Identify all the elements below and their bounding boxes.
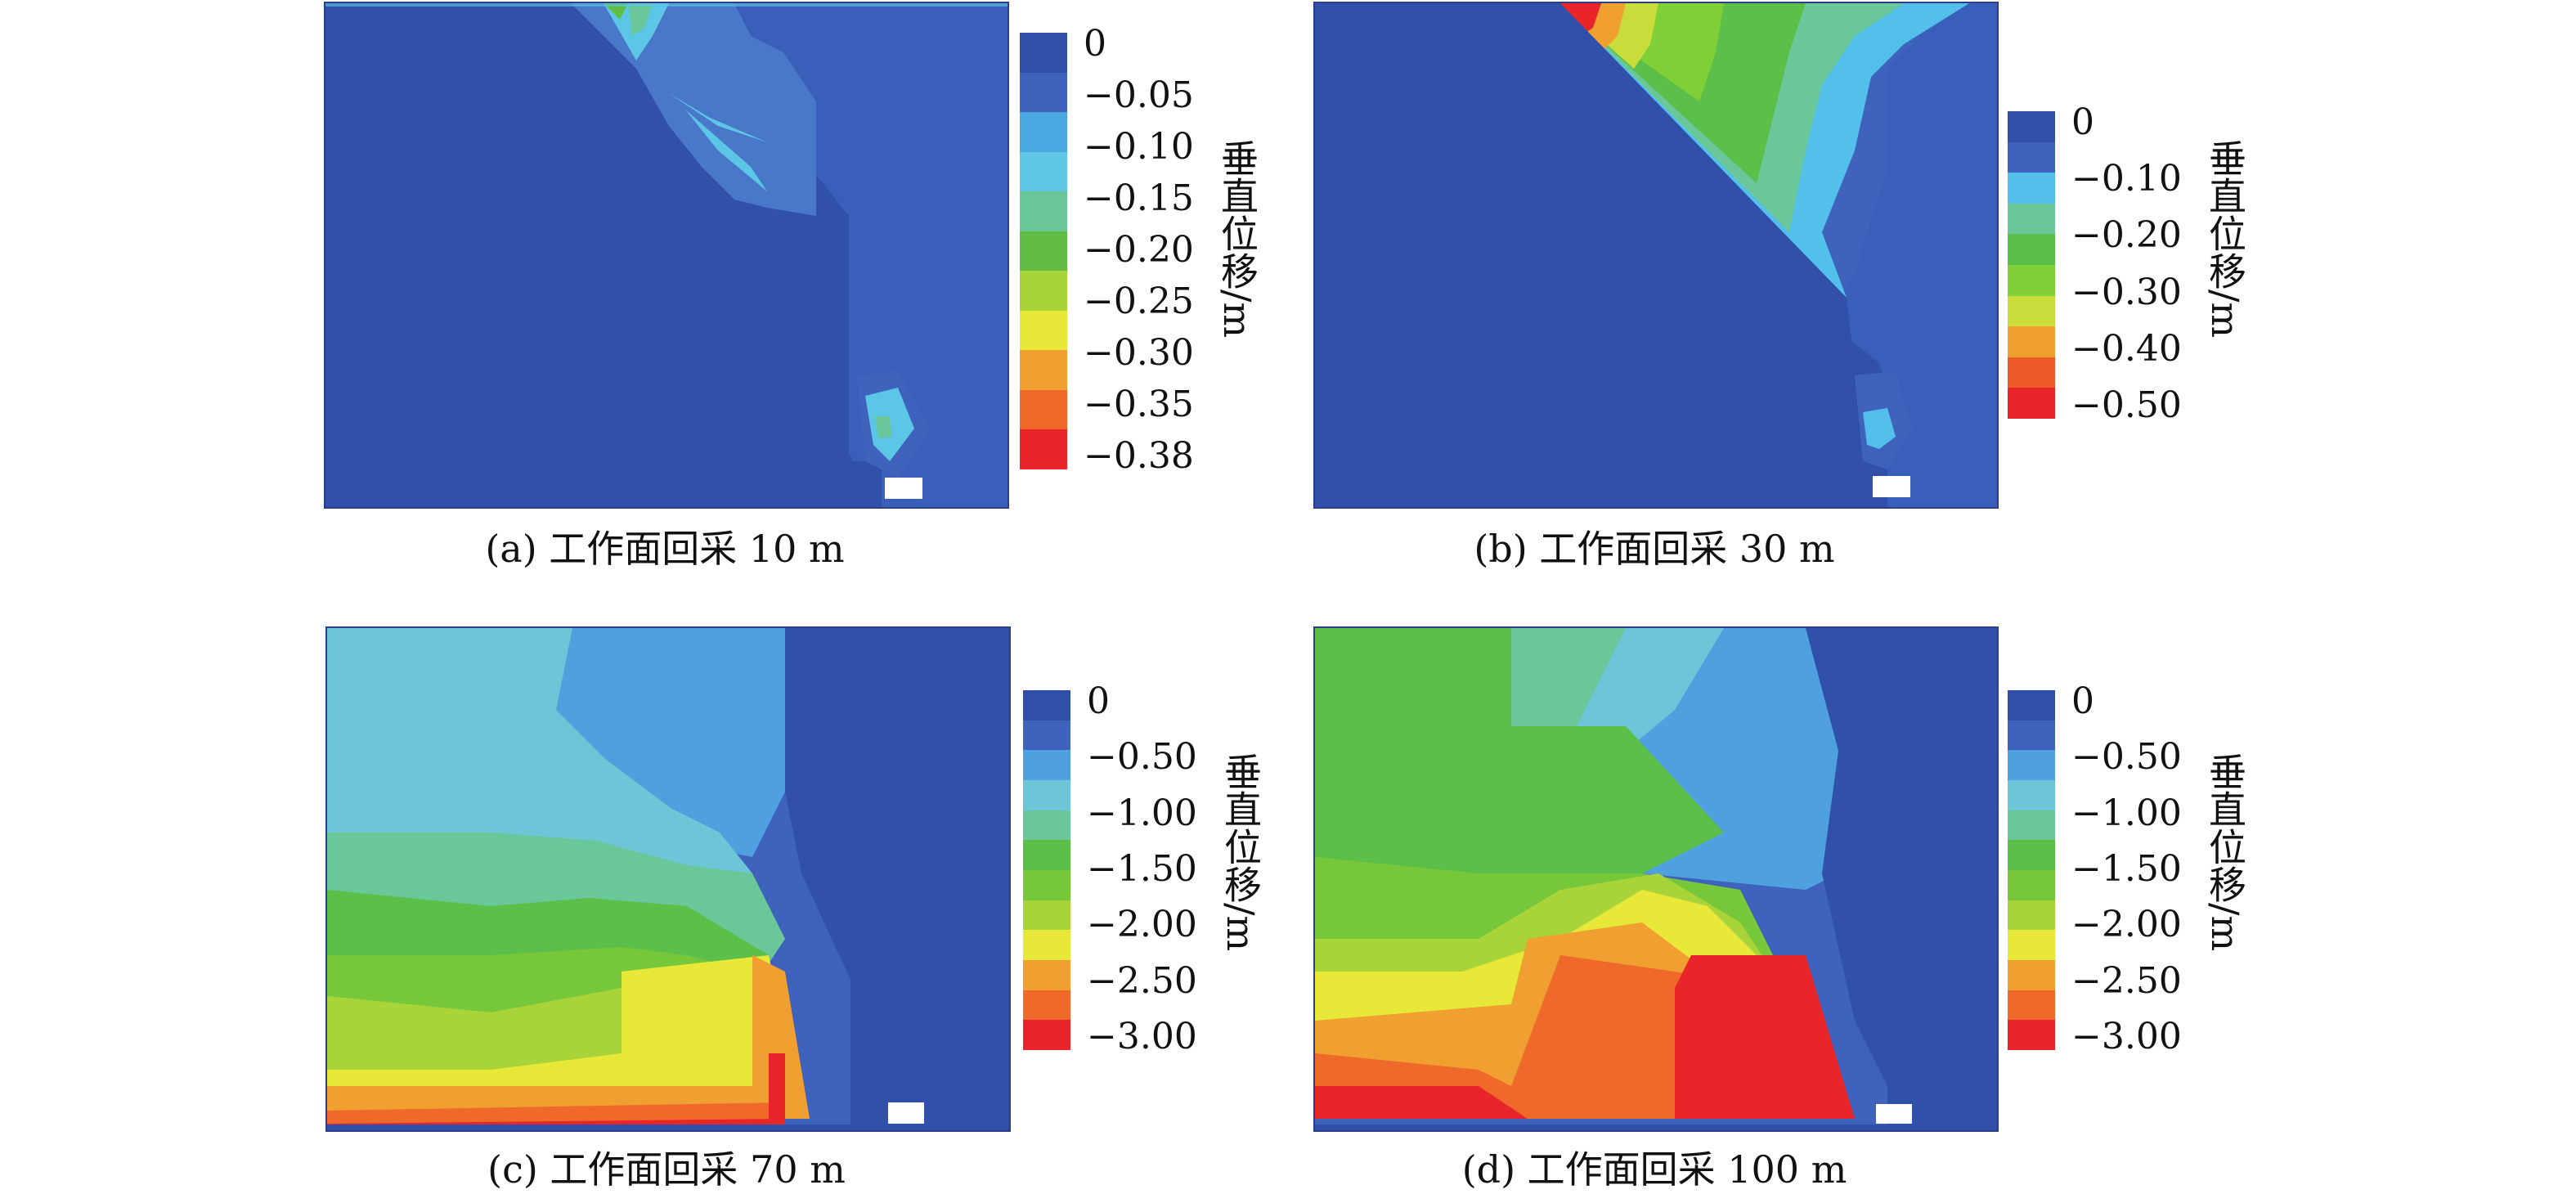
colorbar-swatch <box>1023 840 1070 871</box>
caption-a: (a) 工作面回采 10 m <box>485 527 845 571</box>
colorbar-swatch <box>2008 870 2055 901</box>
colorbar-swatch <box>2008 357 2055 388</box>
colorbar-swatch <box>1020 350 1067 391</box>
colorbar-tick-label: −2.00 <box>2071 904 2182 946</box>
contour-graphic-a <box>325 3 1008 507</box>
colorbar-swatch <box>2008 930 2055 961</box>
contour-graphic-c <box>327 628 1009 1130</box>
contour-plot-b <box>1313 2 1999 509</box>
colorbar-tick-label: 0 <box>2071 680 2094 722</box>
colorbar-tick-label: −1.50 <box>2071 848 2182 890</box>
colorbar-swatch <box>2008 295 2055 327</box>
colorbar-swatch <box>1023 990 1070 1021</box>
colorbar-tick-label: 0 <box>2071 101 2094 143</box>
colorbar-tick-label: −0.05 <box>1084 74 1194 116</box>
colorbar-label-c: 垂直位移/m <box>1218 752 1263 952</box>
colorbar-label-a: 垂直位移/m <box>1215 139 1259 339</box>
colorbar-swatch <box>1023 870 1070 901</box>
colorbar-swatch <box>1023 780 1070 811</box>
caption-c: (c) 工作面回采 70 m <box>487 1147 846 1192</box>
contour-plot-a <box>324 2 1009 509</box>
colorbar-swatch <box>1023 930 1070 961</box>
colorbar-tick-label: −0.50 <box>1087 736 1197 779</box>
colorbar-swatch <box>2008 780 2055 811</box>
colorbar-tick-label: 0 <box>1084 23 1106 65</box>
colorbar-swatch <box>1020 429 1067 470</box>
colorbar-tick-label: −3.00 <box>2071 1016 2182 1057</box>
colorbar-tick-label: −0.10 <box>2071 158 2182 200</box>
colorbar-swatch <box>2008 141 2055 173</box>
colorbar-tick-label: −0.20 <box>2071 214 2182 257</box>
colorbar-swatch <box>2008 690 2055 721</box>
colorbar-swatch <box>2008 234 2055 266</box>
colorbar-swatch <box>1020 72 1067 113</box>
colorbar-swatch <box>1023 900 1070 931</box>
colorbar-swatch <box>2008 111 2055 143</box>
colorbar-swatch <box>2008 720 2055 751</box>
colorbar-tick-label: −0.35 <box>1084 384 1194 425</box>
colorbar-swatch <box>1023 810 1070 841</box>
colorbar-tick-label: −3.00 <box>1087 1016 1197 1057</box>
colorbar-tick-label: −0.30 <box>1084 332 1194 374</box>
colorbar-tick-label: −2.50 <box>1087 959 1197 1002</box>
colorbar-swatch <box>2008 900 2055 931</box>
colorbar-swatch <box>1020 191 1067 232</box>
colorbar-swatch <box>1020 33 1067 74</box>
colorbar-tick-label: −0.25 <box>1084 281 1194 322</box>
colorbar-tick-label: −0.40 <box>2071 327 2182 370</box>
colorbar-label-b: 垂直位移/m <box>2203 139 2247 339</box>
colorbar-tick-label: −0.10 <box>1084 126 1194 168</box>
colorbar-swatch <box>1020 389 1067 430</box>
colorbar-swatch <box>2008 1020 2055 1051</box>
colorbar-swatch <box>2008 840 2055 871</box>
colorbar-swatch <box>2008 173 2055 204</box>
caption-d: (d) 工作面回采 100 m <box>1461 1147 1847 1192</box>
colorbar-swatch <box>2008 203 2055 235</box>
colorbar-label-d: 垂直位移/m <box>2203 752 2247 952</box>
colorbar-tick-label: −1.50 <box>1087 848 1197 890</box>
colorbar-swatch <box>1023 750 1070 781</box>
colorbar-swatch <box>1023 1020 1070 1051</box>
colorbar-tick-label: −0.20 <box>1084 229 1194 271</box>
contour-plot-c <box>325 626 1011 1132</box>
colorbar-swatch <box>1023 690 1070 721</box>
colorbar-swatch <box>1020 151 1067 192</box>
caption-b: (b) 工作面回采 30 m <box>1474 527 1835 571</box>
colorbar-tick-label: −2.50 <box>2071 959 2182 1002</box>
colorbar-tick-label: −0.50 <box>2071 384 2182 426</box>
colorbar-swatch <box>1020 271 1067 312</box>
colorbar-swatch <box>2008 750 2055 781</box>
colorbar-tick-label: −1.00 <box>1087 792 1197 834</box>
colorbar-tick-label: −0.30 <box>2071 271 2182 313</box>
colorbar-swatch <box>1020 112 1067 153</box>
colorbar-tick-label: −0.15 <box>1084 177 1194 219</box>
contour-graphic-b <box>1315 3 1997 507</box>
contour-plot-d <box>1313 626 1999 1132</box>
colorbar-tick-label: −0.38 <box>1084 435 1194 477</box>
colorbar-swatch <box>1020 310 1067 351</box>
colorbar-tick-label: −1.00 <box>2071 792 2182 834</box>
colorbar-tick-label: −2.00 <box>1087 904 1197 946</box>
colorbar-swatch <box>1023 720 1070 751</box>
contour-graphic-d <box>1315 628 1997 1130</box>
colorbar-swatch <box>1020 231 1067 272</box>
colorbar-swatch <box>2008 388 2055 420</box>
colorbar-swatch <box>2008 810 2055 841</box>
colorbar-swatch <box>1023 960 1070 991</box>
colorbar-swatch <box>2008 990 2055 1021</box>
colorbar-swatch <box>2008 960 2055 991</box>
colorbar-swatch <box>2008 326 2055 358</box>
colorbar-swatch <box>2008 265 2055 297</box>
colorbar-tick-label: 0 <box>1087 680 1110 722</box>
colorbar-tick-label: −0.50 <box>2071 736 2182 779</box>
